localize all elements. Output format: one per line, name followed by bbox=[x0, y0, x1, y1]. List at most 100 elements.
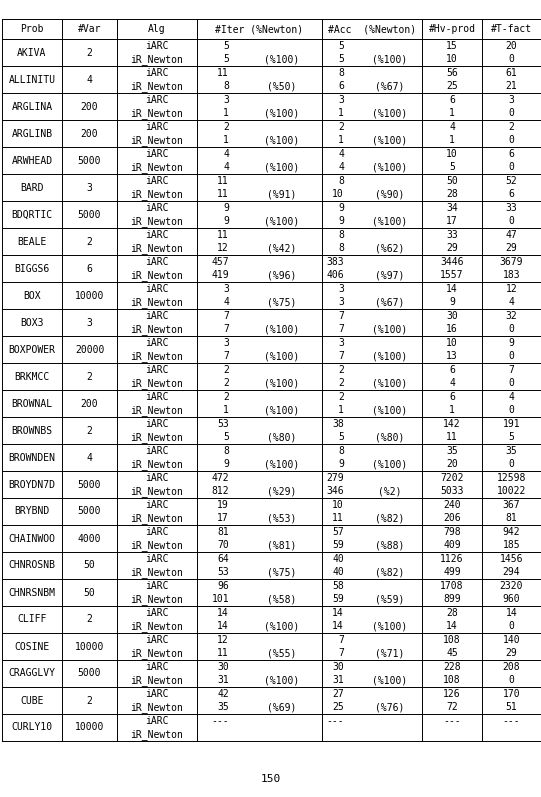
Text: (%100): (%100) bbox=[265, 135, 300, 145]
Text: BDQRTIC: BDQRTIC bbox=[11, 210, 52, 219]
Text: BIGGS6: BIGGS6 bbox=[15, 264, 50, 273]
Text: 4: 4 bbox=[223, 149, 229, 159]
Text: iR_Newton: iR_Newton bbox=[130, 162, 183, 173]
Text: 8: 8 bbox=[338, 176, 344, 186]
Text: 21: 21 bbox=[506, 81, 517, 91]
Text: 9: 9 bbox=[223, 459, 229, 469]
Text: CURLY10: CURLY10 bbox=[11, 723, 52, 732]
Text: iARC: iARC bbox=[145, 149, 169, 159]
Text: (%100): (%100) bbox=[265, 379, 300, 388]
Text: 11: 11 bbox=[217, 648, 229, 658]
Text: iR_Newton: iR_Newton bbox=[130, 432, 183, 442]
Text: 2: 2 bbox=[509, 122, 514, 132]
Text: 30: 30 bbox=[332, 662, 344, 672]
Text: #T-fact: #T-fact bbox=[491, 24, 532, 34]
Text: 2: 2 bbox=[223, 365, 229, 375]
Text: iR_Newton: iR_Newton bbox=[130, 216, 183, 226]
Text: 5: 5 bbox=[223, 432, 229, 442]
Text: 17: 17 bbox=[217, 513, 229, 524]
Text: 1456: 1456 bbox=[500, 554, 523, 563]
Text: AKIVA: AKIVA bbox=[17, 48, 47, 57]
Text: 0: 0 bbox=[509, 54, 514, 65]
Text: 9: 9 bbox=[223, 202, 229, 213]
Text: 6: 6 bbox=[449, 365, 455, 375]
Text: iR_Newton: iR_Newton bbox=[130, 728, 183, 740]
Text: 7: 7 bbox=[338, 311, 344, 320]
Text: 6: 6 bbox=[509, 149, 514, 159]
Text: 52: 52 bbox=[506, 176, 517, 186]
Text: iARC: iARC bbox=[145, 392, 169, 402]
Text: 5000: 5000 bbox=[78, 210, 101, 219]
Text: 35: 35 bbox=[506, 446, 517, 456]
Text: (%96): (%96) bbox=[267, 270, 296, 281]
Text: 10022: 10022 bbox=[497, 486, 526, 497]
Text: 8: 8 bbox=[223, 81, 229, 91]
Text: iR_Newton: iR_Newton bbox=[130, 80, 183, 92]
Text: 4: 4 bbox=[338, 149, 344, 159]
Text: 7: 7 bbox=[223, 351, 229, 361]
Text: 12: 12 bbox=[217, 634, 229, 645]
Text: 20000: 20000 bbox=[75, 344, 104, 355]
Text: 4: 4 bbox=[223, 297, 229, 308]
Text: Prob: Prob bbox=[20, 24, 44, 34]
Text: 9: 9 bbox=[338, 216, 344, 226]
Text: 8: 8 bbox=[338, 446, 344, 456]
Text: 59: 59 bbox=[332, 595, 344, 604]
Text: CLIFF: CLIFF bbox=[17, 614, 47, 625]
Text: (%71): (%71) bbox=[375, 648, 405, 658]
Text: iR_Newton: iR_Newton bbox=[130, 594, 183, 605]
Text: 10000: 10000 bbox=[75, 723, 104, 732]
Text: 1: 1 bbox=[223, 405, 229, 415]
Text: 2: 2 bbox=[338, 392, 344, 402]
Text: iARC: iARC bbox=[145, 473, 169, 483]
Text: 126: 126 bbox=[443, 689, 461, 699]
Text: BOX3: BOX3 bbox=[20, 317, 44, 328]
Text: 279: 279 bbox=[326, 473, 344, 483]
Text: 17: 17 bbox=[446, 216, 458, 226]
Text: 53: 53 bbox=[217, 567, 229, 577]
Text: 14: 14 bbox=[446, 621, 458, 631]
Text: 3679: 3679 bbox=[500, 257, 523, 267]
Text: (%100): (%100) bbox=[372, 216, 407, 226]
Text: 0: 0 bbox=[509, 621, 514, 631]
Text: 59: 59 bbox=[332, 540, 344, 550]
Text: 499: 499 bbox=[443, 567, 461, 577]
Text: 0: 0 bbox=[509, 324, 514, 334]
Text: 11: 11 bbox=[217, 68, 229, 78]
Text: (%53): (%53) bbox=[267, 513, 296, 524]
Text: 9: 9 bbox=[338, 202, 344, 213]
Text: 5033: 5033 bbox=[440, 486, 464, 497]
Text: (%100): (%100) bbox=[265, 351, 300, 361]
Text: 2: 2 bbox=[87, 614, 93, 625]
Text: CHNROSNB: CHNROSNB bbox=[9, 560, 56, 571]
Text: 10000: 10000 bbox=[75, 642, 104, 651]
Text: 240: 240 bbox=[443, 500, 461, 510]
Text: (%82): (%82) bbox=[375, 513, 405, 524]
Text: iR_Newton: iR_Newton bbox=[130, 243, 183, 253]
Text: 101: 101 bbox=[212, 595, 229, 604]
Text: (%50): (%50) bbox=[267, 81, 296, 91]
Text: (%75): (%75) bbox=[267, 297, 296, 308]
Text: 3: 3 bbox=[223, 95, 229, 104]
Text: iR_Newton: iR_Newton bbox=[130, 296, 183, 308]
Text: (%100): (%100) bbox=[265, 459, 300, 469]
Text: 2: 2 bbox=[87, 48, 93, 57]
Text: iARC: iARC bbox=[145, 68, 169, 78]
Text: CUBE: CUBE bbox=[20, 696, 44, 705]
Text: 4: 4 bbox=[509, 297, 514, 308]
Text: 208: 208 bbox=[503, 662, 520, 672]
Text: 11: 11 bbox=[217, 176, 229, 186]
Text: 960: 960 bbox=[503, 595, 520, 604]
Text: 7: 7 bbox=[223, 324, 229, 334]
Text: 57: 57 bbox=[332, 527, 344, 536]
Text: 0: 0 bbox=[509, 379, 514, 388]
Text: iARC: iARC bbox=[145, 446, 169, 456]
Text: 406: 406 bbox=[326, 270, 344, 281]
Text: 346: 346 bbox=[326, 486, 344, 497]
Text: 3: 3 bbox=[87, 183, 93, 193]
Text: 29: 29 bbox=[506, 243, 517, 253]
Text: (%76): (%76) bbox=[375, 702, 405, 713]
Text: CHNRSNBM: CHNRSNBM bbox=[9, 587, 56, 598]
Text: iARC: iARC bbox=[145, 284, 169, 294]
Text: 58: 58 bbox=[332, 581, 344, 591]
